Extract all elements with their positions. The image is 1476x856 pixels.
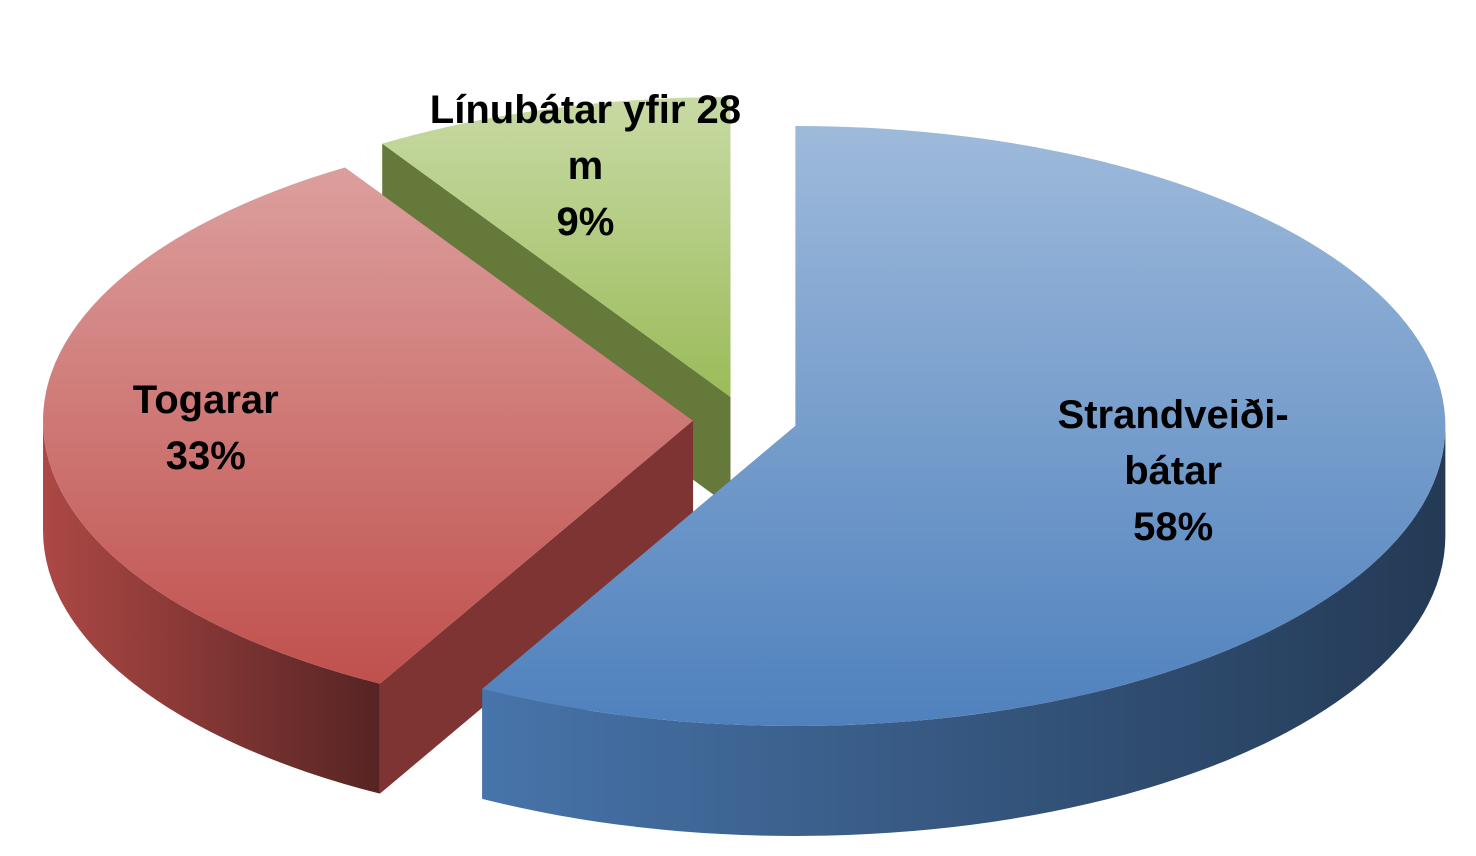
- category-label: Línubátar yfir 28 m: [429, 88, 741, 189]
- category-label: Strandveiði-bátar: [1057, 392, 1289, 493]
- value-label: 9%: [556, 200, 615, 245]
- category-label: Togarar: [132, 377, 279, 422]
- slice-label: Strandveiði-bátar 58%: [1023, 387, 1323, 555]
- slice-label: Línubátar yfir 28 m 9%: [420, 82, 750, 250]
- value-label: 58%: [1133, 504, 1214, 549]
- slice-side: [43, 420, 380, 794]
- slice: [43, 167, 694, 684]
- value-label: 33%: [165, 433, 246, 478]
- slice: [382, 96, 731, 397]
- slice: [482, 125, 1446, 726]
- slice-wall: [379, 420, 694, 794]
- slice-label: Togarar 33%: [41, 372, 371, 484]
- slice-side: [482, 425, 1446, 836]
